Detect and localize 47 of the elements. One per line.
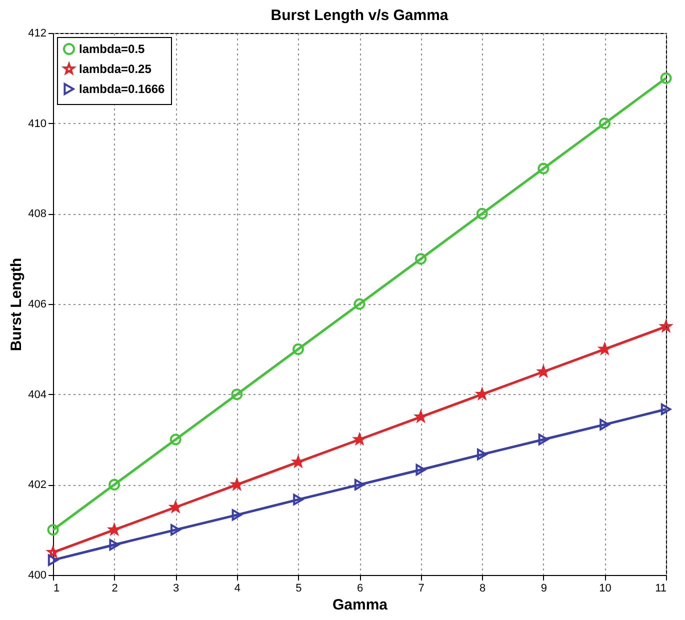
y-tick-label: 412 (28, 28, 46, 40)
y-tick-label: 410 (28, 118, 46, 130)
x-tick-label: 1 (54, 582, 60, 594)
x-tick-label: 4 (234, 582, 240, 594)
y-tick-label: 408 (28, 208, 46, 220)
point (231, 388, 243, 400)
point (660, 72, 672, 84)
x-tick-label: 7 (418, 582, 424, 594)
x-tick-label: 8 (480, 582, 486, 594)
y-tick-label: 400 (28, 570, 46, 582)
y-tick-label: 406 (28, 298, 46, 310)
chart-title: Burst Length v/s Gamma (270, 7, 449, 24)
point (598, 118, 610, 130)
x-tick-label: 11 (655, 582, 666, 594)
point (232, 509, 242, 521)
x-tick-label: 9 (540, 582, 547, 594)
point (476, 208, 488, 220)
point (108, 478, 120, 490)
point (109, 538, 120, 550)
y-tick-label: 402 (28, 479, 46, 492)
point (292, 343, 304, 355)
y-axis-title: Burst Length (8, 258, 26, 352)
legend-label: lambda=0.5 (79, 42, 146, 56)
point (170, 524, 181, 536)
point (170, 434, 182, 446)
x-tick-label: 6 (356, 582, 364, 594)
point (538, 162, 550, 174)
point (415, 253, 427, 265)
x-tick-label: 3 (173, 582, 180, 594)
y-tick-label: 404 (28, 388, 46, 401)
point (538, 434, 549, 446)
point (354, 298, 366, 310)
x-tick-label: 10 (599, 582, 612, 594)
point (231, 478, 242, 490)
point (660, 403, 672, 415)
point (293, 494, 304, 506)
point (354, 478, 365, 490)
legend-label: lambda=0.1666 (79, 82, 166, 96)
x-tick-label: 5 (296, 582, 302, 594)
point (600, 418, 610, 430)
point (416, 464, 426, 476)
point (48, 554, 58, 566)
legend-label: lambda=0.25 (79, 62, 152, 76)
point (476, 448, 488, 460)
point (47, 524, 59, 536)
x-tick-label: 2 (112, 582, 118, 594)
x-axis-title: Gamma (332, 596, 388, 614)
